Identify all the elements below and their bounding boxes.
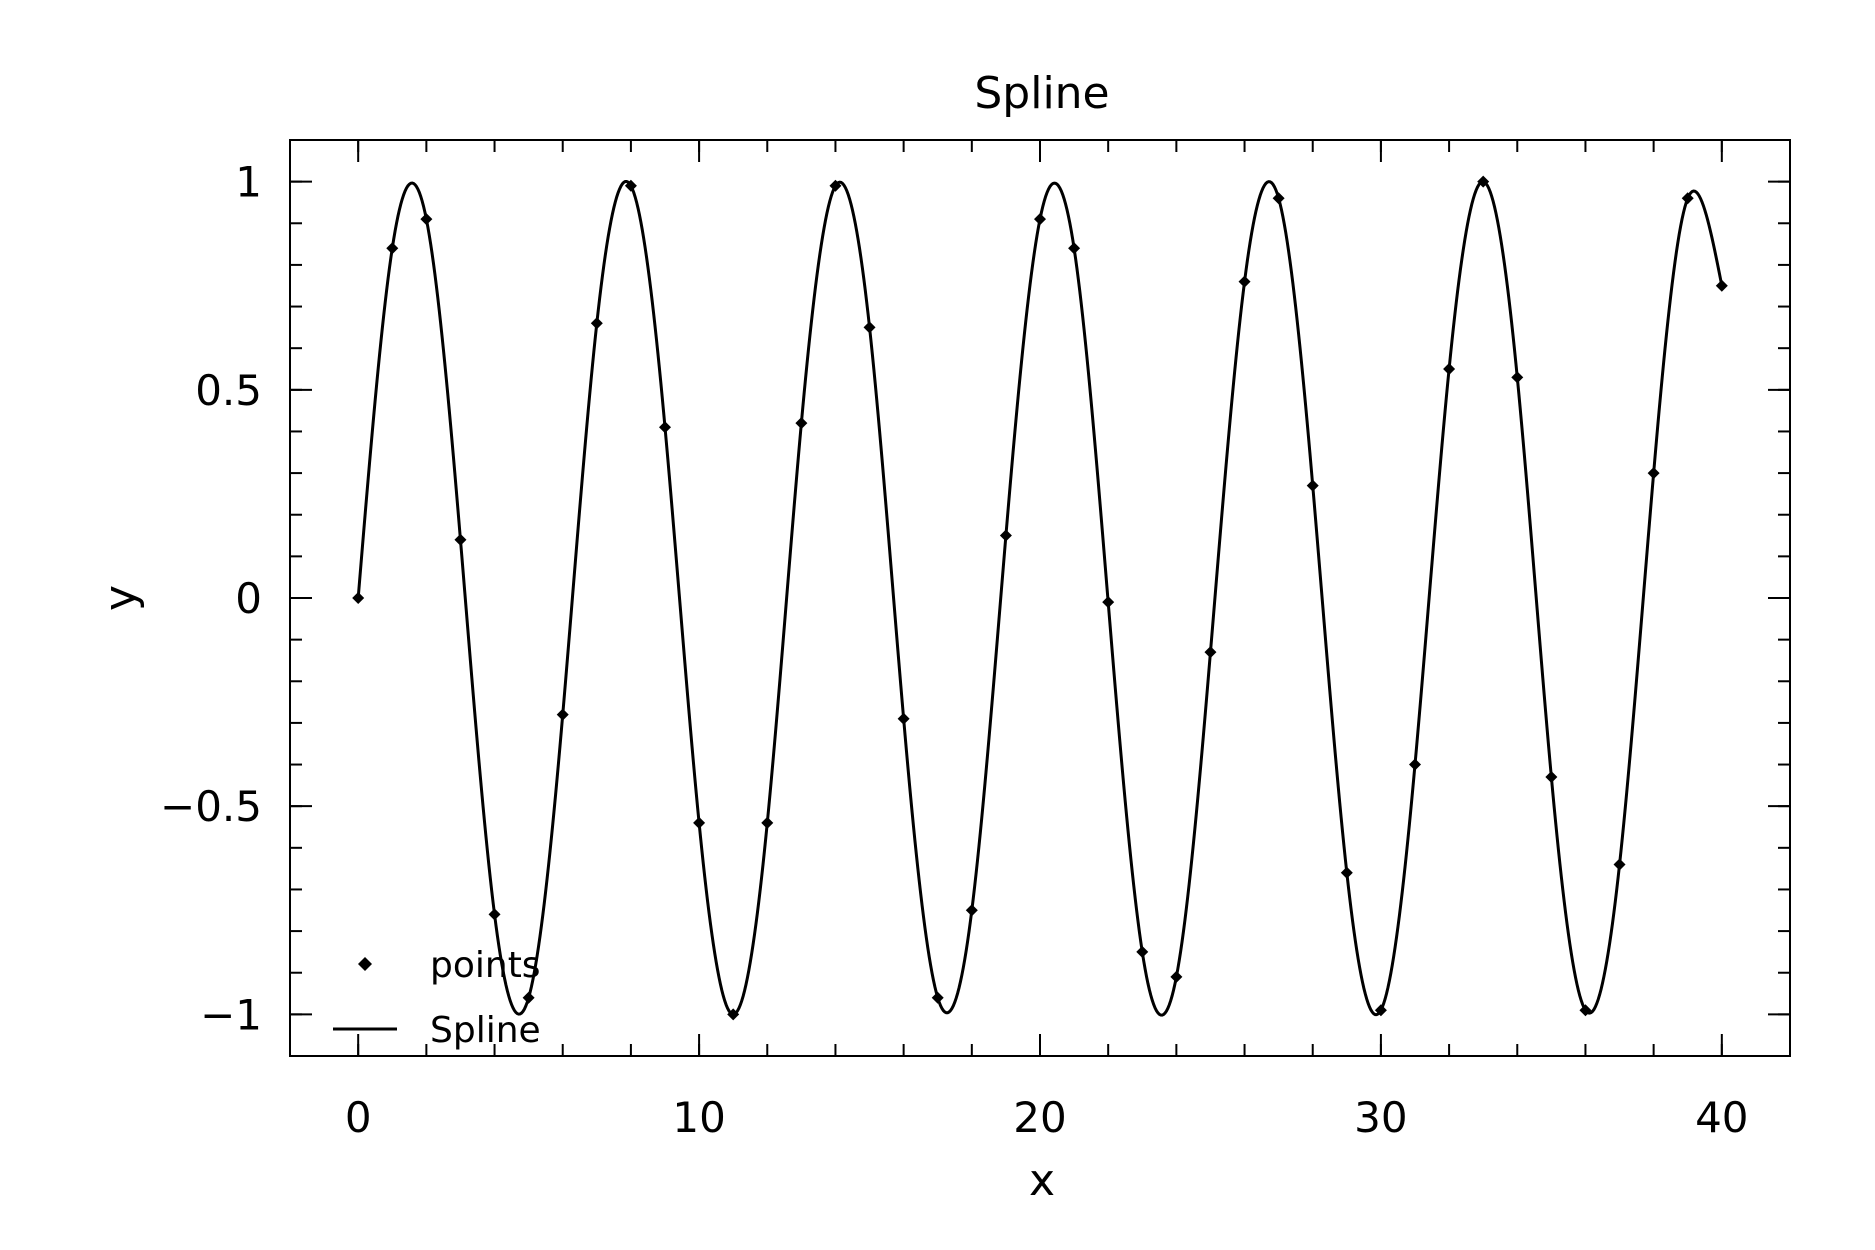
data-point: [1204, 646, 1217, 659]
data-point: [1715, 279, 1728, 292]
data-point: [454, 533, 467, 546]
legend-marker-points: [358, 957, 372, 971]
legend: points Spline: [333, 945, 541, 1051]
data-point: [1340, 866, 1353, 879]
data-point: [1068, 242, 1081, 255]
x-tick-label: 30: [1354, 1093, 1407, 1142]
data-point: [1136, 945, 1149, 958]
data-point: [1613, 858, 1626, 871]
data-point: [590, 317, 603, 330]
data-point: [761, 816, 774, 829]
data-point: [1170, 970, 1183, 983]
data-point: [795, 417, 808, 430]
x-tick-label: 0: [345, 1093, 372, 1142]
plot-content: [352, 175, 1728, 1021]
y-axis-label: y: [95, 585, 146, 611]
data-point: [522, 991, 535, 1004]
x-tick-label: 10: [672, 1093, 725, 1142]
x-axis-label: x: [1029, 1155, 1055, 1206]
data-point: [693, 816, 706, 829]
y-tick-label: 1: [235, 158, 262, 207]
y-tick-label: 0: [235, 574, 262, 623]
data-point: [1579, 1004, 1592, 1017]
data-point: [1681, 192, 1694, 205]
data-point: [1102, 596, 1115, 609]
x-tick-label: 40: [1695, 1093, 1748, 1142]
legend-label-spline: Spline: [430, 1010, 541, 1051]
plot-frame: [289, 139, 1791, 1057]
data-point: [1306, 479, 1319, 492]
data-point: [1409, 758, 1421, 771]
data-point: [897, 712, 910, 725]
data-point: [1647, 467, 1660, 480]
data-point: [1238, 275, 1251, 288]
data-point: [420, 213, 433, 226]
tick-labels: 0 10 20 30 40 1 0.5 0 −0.5 −1: [160, 158, 1749, 1142]
data-point: [1477, 175, 1490, 188]
data-point: [556, 708, 569, 721]
data-point: [488, 908, 501, 921]
data-point: [352, 592, 365, 604]
y-tick-label: −0.5: [160, 782, 262, 831]
chart-title: Spline: [974, 68, 1109, 119]
data-point: [999, 529, 1012, 542]
axis-ticks: [289, 139, 1791, 1057]
data-point: [727, 1008, 740, 1021]
y-tick-label: 0.5: [195, 366, 262, 415]
data-point: [624, 179, 637, 192]
data-point: [829, 179, 842, 192]
data-point: [863, 321, 876, 334]
data-point: [659, 421, 671, 434]
data-point: [1374, 1004, 1387, 1017]
data-point: [1511, 371, 1524, 384]
data-point: [1545, 771, 1558, 784]
data-point: [1034, 213, 1046, 226]
x-tick-label: 20: [1013, 1093, 1066, 1142]
data-point: [386, 242, 399, 255]
data-point: [1443, 363, 1456, 375]
y-tick-label: −1: [200, 990, 262, 1039]
legend-label-points: points: [430, 945, 541, 986]
data-point: [931, 991, 944, 1004]
data-point: [1272, 192, 1285, 205]
data-point: [965, 904, 978, 917]
